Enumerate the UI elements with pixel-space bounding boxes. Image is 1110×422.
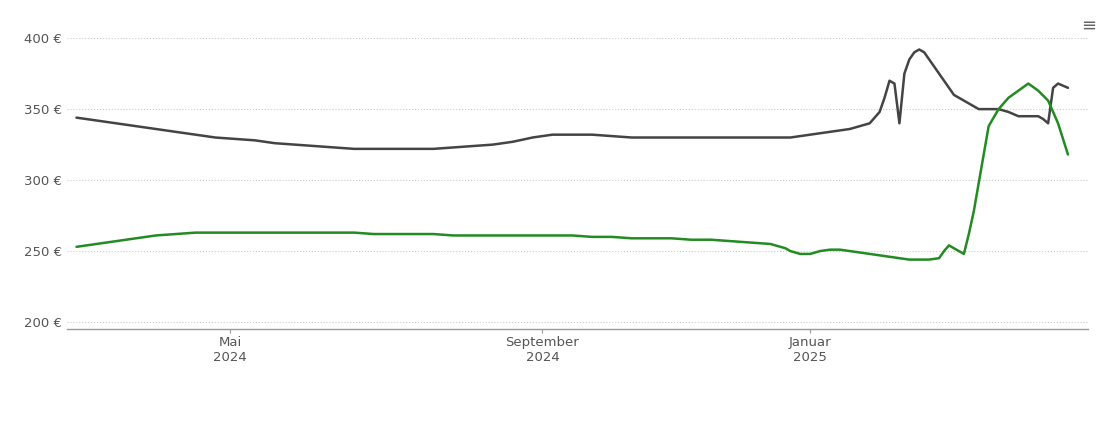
Text: ≡: ≡ [1081, 17, 1097, 35]
